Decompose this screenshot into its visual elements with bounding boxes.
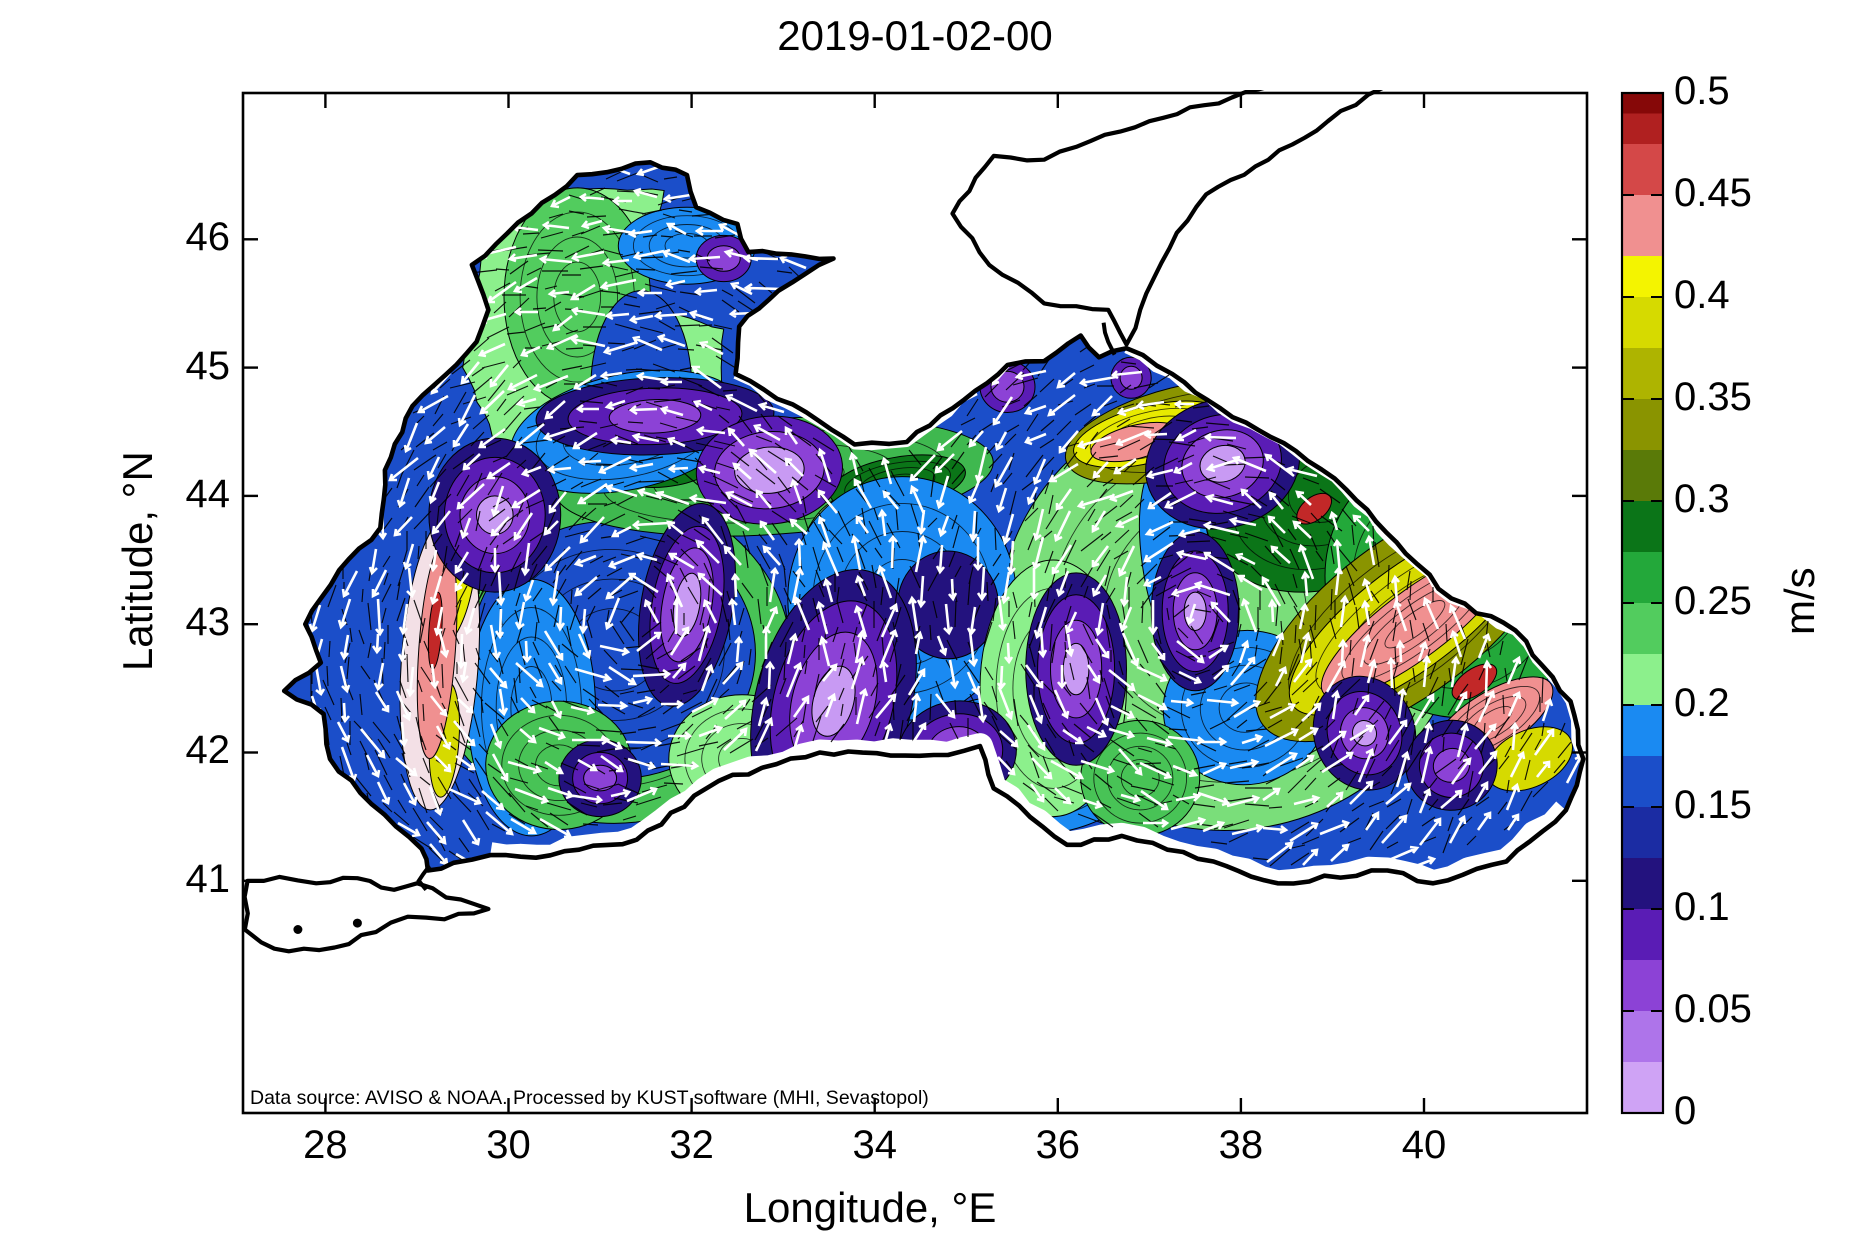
small-core-kerch-2 bbox=[1119, 365, 1143, 390]
y-tick-label: 45 bbox=[185, 343, 231, 388]
island-1 bbox=[352, 918, 362, 928]
colorbar-tick-label: 0.1 bbox=[1674, 885, 1730, 929]
eddy-core-east-2 bbox=[1183, 591, 1207, 631]
se-pink-band-contour bbox=[1384, 600, 1446, 649]
y-tick-label: 44 bbox=[185, 471, 231, 516]
axes-box bbox=[241, 91, 1589, 1115]
y-tick-label: 43 bbox=[185, 600, 231, 645]
bosphorus-strait bbox=[416, 866, 430, 892]
plot-title: 2019-01-02-00 bbox=[777, 12, 1053, 59]
x-tick-label: 40 bbox=[1401, 1123, 1447, 1167]
marmara-coastline bbox=[242, 874, 491, 954]
coastline-layer bbox=[242, 90, 1586, 954]
eddy-core-south-1 bbox=[859, 751, 927, 818]
colorbar-tick-label: 0.45 bbox=[1674, 171, 1752, 215]
black-sea-coastline bbox=[281, 160, 1586, 886]
nw-shelf-green-texture-contour bbox=[536, 236, 618, 358]
data-source-annotation: Data source: AVISO & NOAA. Processed by … bbox=[250, 1087, 929, 1109]
x-tick-label: 30 bbox=[486, 1123, 531, 1167]
south-green-3-contour bbox=[1107, 745, 1174, 811]
south-green-3-contour bbox=[1093, 732, 1188, 824]
small-core-coast-w bbox=[342, 386, 373, 465]
x-tick-label: 34 bbox=[852, 1123, 897, 1167]
colorbar-tick-label: 0.35 bbox=[1674, 375, 1752, 419]
colorbar-tick-label: 0.5 bbox=[1674, 69, 1730, 113]
colorbar-tick-label: 0 bbox=[1674, 1089, 1697, 1133]
y-axis-label: Latitude, °N bbox=[113, 451, 161, 672]
azov-sea-coastline bbox=[950, 90, 1384, 347]
colorbar-tick-label: 0.05 bbox=[1674, 987, 1752, 1031]
y-tick-label: 46 bbox=[185, 215, 231, 260]
x-axis-label: Longitude, °E bbox=[743, 1184, 997, 1231]
small-core-coast-w bbox=[331, 360, 384, 490]
colorbar-tick-label: 0.3 bbox=[1674, 477, 1730, 521]
colorbar-tick-label: 0.4 bbox=[1674, 273, 1730, 317]
kerch-strait bbox=[1101, 322, 1117, 356]
x-tick-label: 32 bbox=[669, 1123, 714, 1167]
island-0 bbox=[293, 925, 303, 934]
x-tick-label: 38 bbox=[1218, 1123, 1264, 1167]
colorbar-tick-label: 0.15 bbox=[1674, 783, 1752, 827]
y-tick-label: 41 bbox=[185, 856, 231, 901]
x-tick-label: 28 bbox=[303, 1123, 348, 1167]
eddy-core-south-2 bbox=[583, 764, 618, 792]
x-tick-label: 36 bbox=[1035, 1123, 1081, 1167]
y-tick-label: 42 bbox=[185, 728, 231, 773]
colorbar-tick-label: 0.25 bbox=[1674, 579, 1752, 623]
speed-field bbox=[284, 162, 1584, 884]
eddy-core-south-1 bbox=[872, 766, 914, 803]
colorbar-tick-label: 0.2 bbox=[1674, 681, 1730, 725]
